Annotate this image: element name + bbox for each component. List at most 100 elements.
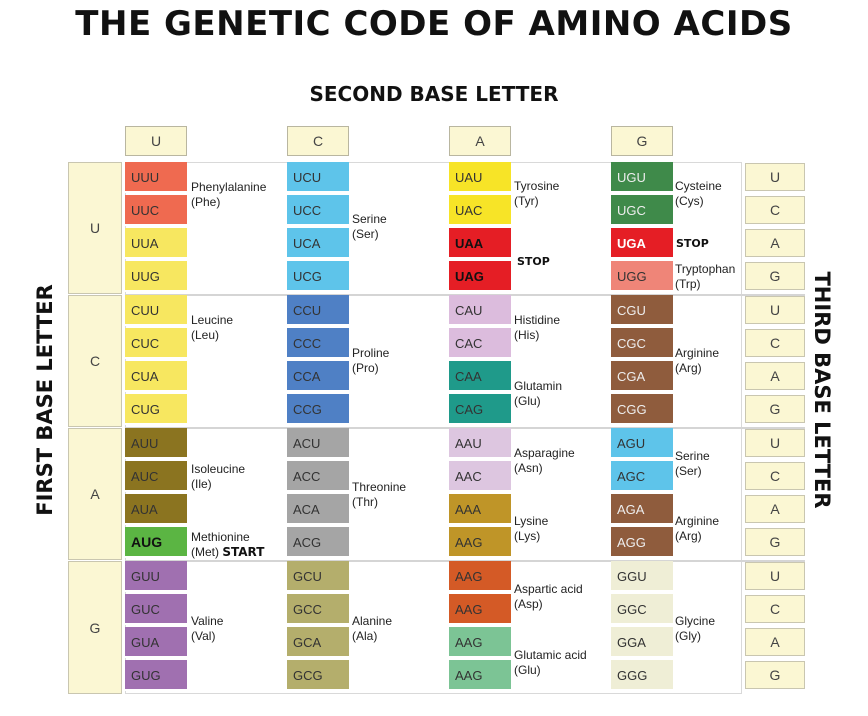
codon-uca: UCA — [287, 228, 349, 259]
amino-val: Valine (Val) — [191, 614, 224, 643]
codon-uuc: UUC — [125, 195, 187, 226]
codon-aac: AAC — [449, 461, 511, 492]
amino-gln: Glutamin (Glu) — [514, 379, 563, 408]
codon-ucg: UCG — [287, 261, 349, 292]
first-base-a: A — [68, 428, 122, 560]
amino-ser: Serine (Ser) — [352, 212, 387, 241]
codon-gau: AAG — [449, 561, 511, 592]
codon-gag: AAG — [449, 660, 511, 691]
codon-cac: CAC — [449, 328, 511, 359]
codon-ccc: CCC — [287, 328, 349, 359]
third-base-box: C — [745, 462, 805, 490]
codon-gug: GUG — [125, 660, 187, 691]
amino-thr: Threonine (Thr) — [352, 480, 407, 509]
start-label: START — [222, 545, 265, 559]
codon-auu: AUU — [125, 428, 187, 459]
third-base-box: C — [745, 595, 805, 623]
codon-gca: GCA — [287, 627, 349, 658]
amino-met: Methionine (Met) START — [191, 530, 265, 559]
codon-aug: AUG — [125, 527, 187, 558]
codon-aaa: AAA — [449, 494, 511, 525]
codon-auc: AUC — [125, 461, 187, 492]
codon-cag: CAG — [449, 394, 511, 425]
third-base-box: U — [745, 562, 805, 590]
third-base-box: U — [745, 429, 805, 457]
codon-uga: UGA — [611, 228, 673, 259]
codon-ugg: UGG — [611, 261, 673, 292]
codon-cuu: CUU — [125, 295, 187, 326]
third-base-box: U — [745, 296, 805, 324]
first-base-c: C — [68, 295, 122, 427]
amino-phe: Phenylalanine (Phe) — [191, 180, 267, 209]
codon-ugu: UGU — [611, 162, 673, 193]
codon-uug: UUG — [125, 261, 187, 292]
codon-agg: AGG — [611, 527, 673, 558]
codon-aua: AUA — [125, 494, 187, 525]
third-base-box: G — [745, 528, 805, 556]
codon-gaa: AAG — [449, 627, 511, 658]
amino-his: Histidine (His) — [514, 313, 561, 342]
second-base-g: G — [611, 126, 673, 156]
amino-ala: Alanine (Ala) — [352, 614, 393, 643]
codon-cug: CUG — [125, 394, 187, 425]
amino-leu: Leucine (Leu) — [191, 313, 234, 342]
stop-label-a: STOP — [517, 255, 550, 268]
amino-gly: Glycine (Gly) — [675, 614, 716, 643]
second-base-a: A — [449, 126, 511, 156]
codon-cca: CCA — [287, 361, 349, 392]
codon-gac: AAG — [449, 594, 511, 625]
amino-glu: Glutamic acid (Glu) — [514, 648, 587, 677]
second-base-label: SECOND BASE LETTER — [309, 82, 559, 106]
third-base-box: A — [745, 229, 805, 257]
codon-aau: AAU — [449, 428, 511, 459]
codon-uau: UAU — [449, 162, 511, 193]
codon-ucc: UCC — [287, 195, 349, 226]
first-base-g: G — [68, 561, 122, 694]
third-base-box: G — [745, 262, 805, 290]
amino-cys: Cysteine (Cys) — [675, 179, 722, 208]
codon-guc: GUC — [125, 594, 187, 625]
third-base-box: C — [745, 329, 805, 357]
page-title: THE GENETIC CODE OF AMINO ACIDS — [75, 4, 793, 44]
codon-guu: GUU — [125, 561, 187, 592]
codon-agu: AGU — [611, 428, 673, 459]
codon-acc: ACC — [287, 461, 349, 492]
first-base-label: FIRST BASE LETTER — [33, 284, 57, 516]
amino-trp: Tryptophan (Trp) — [675, 262, 736, 291]
third-base-box: C — [745, 196, 805, 224]
codon-gua: GUA — [125, 627, 187, 658]
amino-asp: Aspartic acid (Asp) — [514, 582, 583, 611]
codon-cua: CUA — [125, 361, 187, 392]
codon-uac: UAC — [449, 195, 511, 226]
amino-arg2: Arginine (Arg) — [675, 514, 720, 543]
amino-tyr: Tyrosine (Tyr) — [514, 179, 560, 208]
codon-gcg: GCG — [287, 660, 349, 691]
codon-cgc: CGC — [611, 328, 673, 359]
amino-lys: Lysine (Lys) — [514, 514, 549, 543]
codon-ggu: GGU — [611, 561, 673, 592]
codon-uaa: UAA — [449, 228, 511, 259]
codon-ucu: UCU — [287, 162, 349, 193]
third-base-box: U — [745, 163, 805, 191]
amino-ile: Isoleucine (Ile) — [191, 462, 246, 491]
codon-gcu: GCU — [287, 561, 349, 592]
codon-ggg: GGG — [611, 660, 673, 691]
amino-pro: Proline (Pro) — [352, 346, 390, 375]
codon-caa: CAA — [449, 361, 511, 392]
third-base-box: G — [745, 661, 805, 689]
first-base-u: U — [68, 162, 122, 294]
codon-ccg: CCG — [287, 394, 349, 425]
codon-agc: AGC — [611, 461, 673, 492]
third-base-box: A — [745, 628, 805, 656]
codon-uua: UUA — [125, 228, 187, 259]
codon-cga: CGA — [611, 361, 673, 392]
codon-ggc: GGC — [611, 594, 673, 625]
codon-aga: AGA — [611, 494, 673, 525]
second-base-u: U — [125, 126, 187, 156]
codon-uag: UAG — [449, 261, 511, 292]
third-base-box: A — [745, 495, 805, 523]
codon-cau: CAU — [449, 295, 511, 326]
amino-arg: Arginine (Arg) — [675, 346, 720, 375]
codon-acu: ACU — [287, 428, 349, 459]
third-base-label: THIRD BASE LETTER — [810, 271, 834, 509]
